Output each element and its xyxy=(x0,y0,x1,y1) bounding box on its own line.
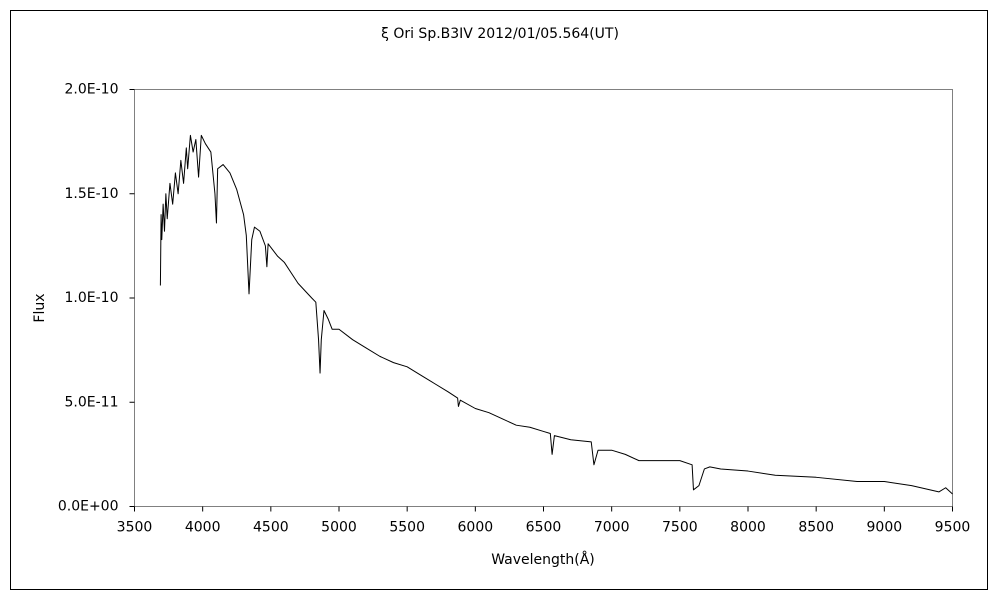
x-tick-label: 5000 xyxy=(321,520,357,536)
x-tick-label: 4000 xyxy=(185,520,221,536)
x-tick-label: 9000 xyxy=(867,520,903,536)
x-tick-label: 6000 xyxy=(458,520,494,536)
chart-title: ξ Ori Sp.B3IV 2012/01/05.564(UT) xyxy=(381,26,619,42)
y-tick-label: 0.0E+00 xyxy=(58,499,119,515)
x-tick-label: 7500 xyxy=(662,520,698,536)
y-axis-label: Flux xyxy=(32,293,48,322)
x-tick-label: 5500 xyxy=(389,520,425,536)
x-tick-label: 8500 xyxy=(798,520,834,536)
x-tick-label: 4500 xyxy=(253,520,289,536)
x-tick-label: 8000 xyxy=(730,520,766,536)
y-tick-label: 1.0E-10 xyxy=(65,290,119,306)
x-tick-label: 7000 xyxy=(594,520,630,536)
x-axis-label: Wavelength(Å) xyxy=(491,551,595,568)
y-tick-label: 1.5E-10 xyxy=(65,186,119,202)
x-tick-label: 9500 xyxy=(935,520,971,536)
y-tick-label: 2.0E-10 xyxy=(65,82,119,98)
x-tick-label: 3500 xyxy=(117,520,153,536)
plot-area xyxy=(134,89,953,507)
y-tick-label: 5.0E-11 xyxy=(65,394,119,410)
x-tick-label: 6500 xyxy=(526,520,562,536)
spectrum-line xyxy=(159,134,953,495)
